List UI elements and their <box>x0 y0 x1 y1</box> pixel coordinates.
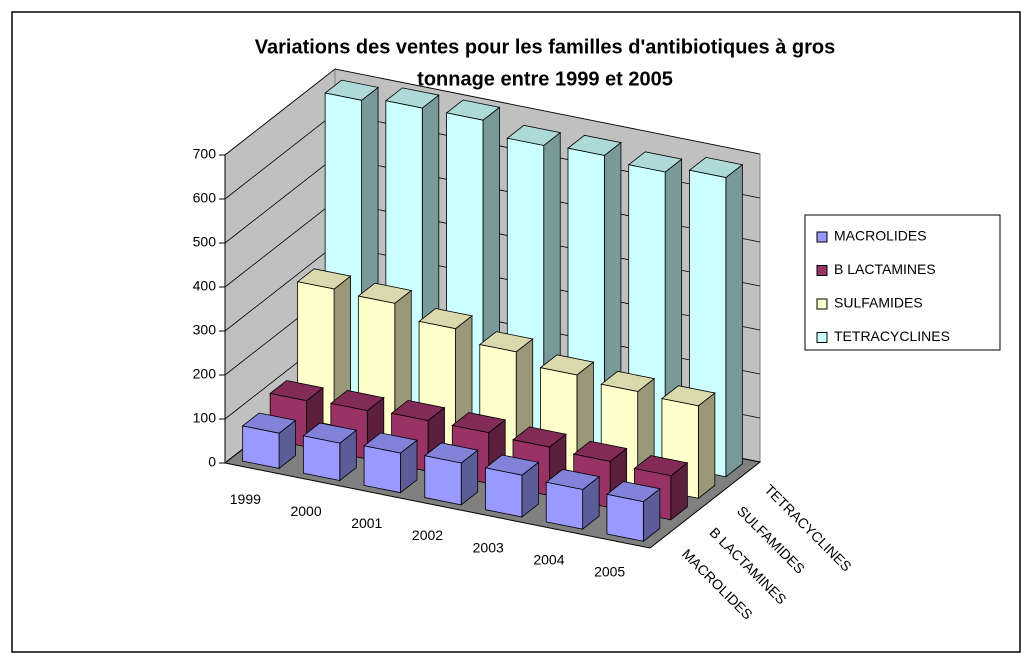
bar <box>241 412 297 470</box>
y-tick-label: 400 <box>193 278 217 294</box>
legend <box>804 214 1001 351</box>
bar-side <box>697 392 716 500</box>
bar-front <box>545 481 584 530</box>
legend-items: MACROLIDES B LACTAMINES SULFAMIDES TETRACYC… <box>816 228 950 344</box>
bar-front <box>485 467 523 518</box>
legend-label: MACROLIDES <box>834 228 927 244</box>
x-tick-label: 2001 <box>351 515 382 531</box>
x-tick-label: 2004 <box>533 551 564 567</box>
chart-title: tonnage entre 1999 et 2005 <box>417 68 673 90</box>
y-tick-label: 700 <box>193 146 217 162</box>
bar-front <box>242 425 280 469</box>
x-tick-label: 2000 <box>290 503 321 519</box>
bar-front <box>302 435 341 482</box>
bar-side <box>725 163 743 478</box>
plot: 0 100 200 300 400 500 600 700 1999 2000 2001 2002 20… <box>193 67 855 622</box>
bar <box>423 442 479 506</box>
legend-swatch <box>816 231 828 243</box>
x-tick-label: 2005 <box>594 564 625 580</box>
y-tick-label: 0 <box>208 454 216 470</box>
legend-swatch <box>816 265 828 276</box>
bar <box>545 468 601 530</box>
bar-front <box>363 445 401 494</box>
x-tick-label: 1999 <box>230 491 261 507</box>
legend-swatch <box>816 298 828 310</box>
bar <box>660 385 716 500</box>
bar <box>363 432 418 494</box>
x-tick-label: 2003 <box>473 539 504 555</box>
x-tick-label: 2002 <box>412 527 443 543</box>
bar-front <box>424 455 462 506</box>
grid-line <box>224 68 761 156</box>
bar <box>484 454 540 518</box>
bar-front <box>606 493 644 542</box>
bar <box>605 481 661 543</box>
y-tick-label: 300 <box>193 322 217 338</box>
legend-swatch <box>816 332 828 343</box>
chart-title: Variations des ventes pour les familles … <box>255 36 835 58</box>
y-tick-label: 100 <box>193 410 217 426</box>
legend-label: TETRACYCLINES <box>834 328 950 344</box>
y-tick-label: 200 <box>193 366 217 382</box>
bar <box>633 455 689 521</box>
legend-label: B LACTAMINES <box>834 261 936 277</box>
bar <box>302 422 358 482</box>
y-tick-label: 500 <box>193 234 217 250</box>
legend-label: SULFAMIDES <box>834 295 923 311</box>
y-tick-label: 600 <box>193 190 217 206</box>
